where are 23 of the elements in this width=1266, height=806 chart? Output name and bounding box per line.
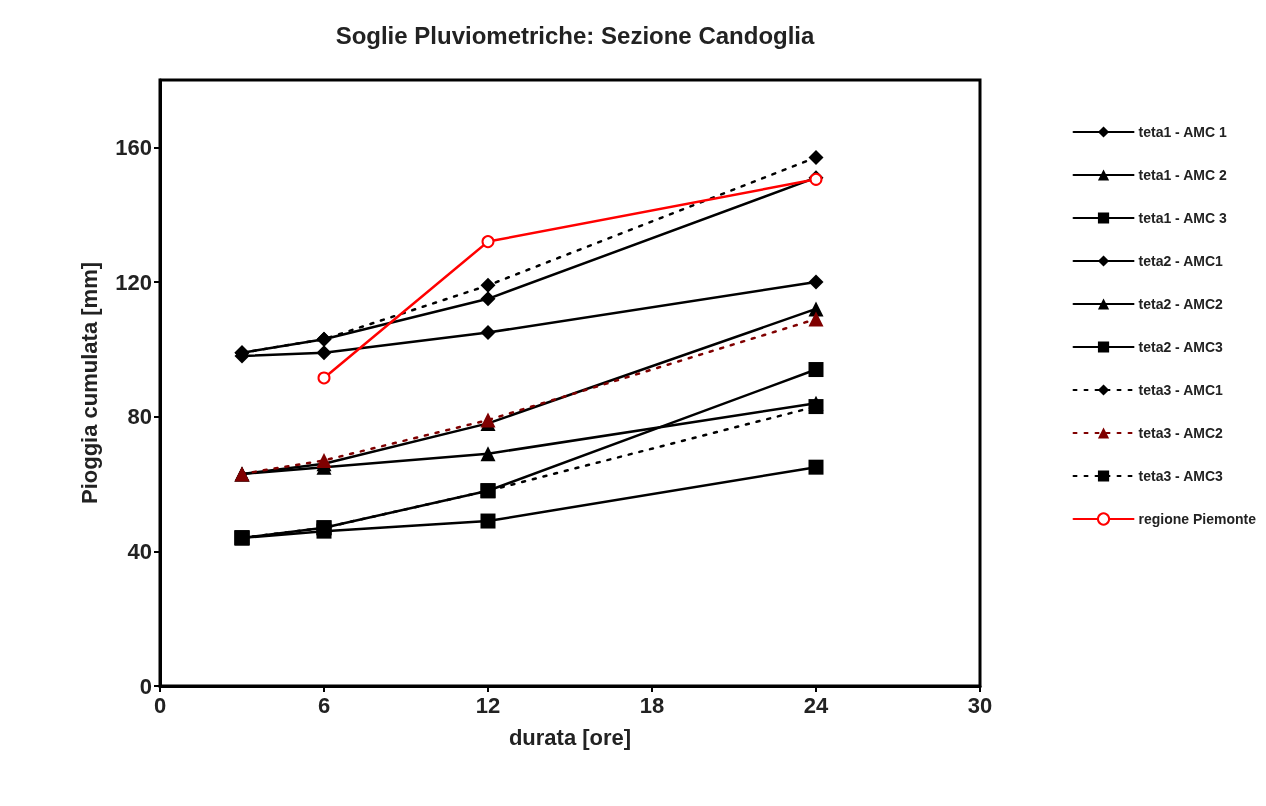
x-tick-label: 18	[639, 692, 665, 718]
legend-label: teta1 - AMC 1	[1138, 124, 1227, 140]
legend-label: teta3 - AMC3	[1138, 468, 1224, 484]
x-axis-title: durata [ore]	[508, 724, 632, 750]
y-tick-label: 120	[115, 269, 152, 295]
x-tick-label: 6	[317, 692, 331, 718]
legend-label: regione Piemonte	[1138, 511, 1257, 527]
legend-label: teta1 - AMC 3	[1138, 210, 1227, 226]
chart-title: Soglie Pluviometriche: Sezione Candoglia	[335, 21, 816, 49]
legend-label: teta2 - AMC2	[1138, 296, 1224, 312]
legend-label: teta3 - AMC2	[1138, 425, 1224, 441]
x-tick-label: 12	[475, 692, 501, 718]
legend-label: teta2 - AMC1	[1138, 253, 1224, 269]
y-axis-title: Pioggia cumulata [mm]	[76, 261, 102, 505]
legend-label: teta1 - AMC 2	[1138, 167, 1227, 183]
legend-label: teta3 - AMC1	[1138, 382, 1224, 398]
y-tick-label: 80	[127, 404, 152, 430]
y-tick-label: 160	[115, 134, 152, 160]
x-tick-label: 24	[803, 692, 829, 718]
x-tick-label: 30	[967, 692, 993, 718]
y-tick-label: 0	[139, 673, 152, 699]
y-tick-label: 40	[127, 538, 152, 564]
legend-label: teta2 - AMC3	[1138, 339, 1224, 355]
